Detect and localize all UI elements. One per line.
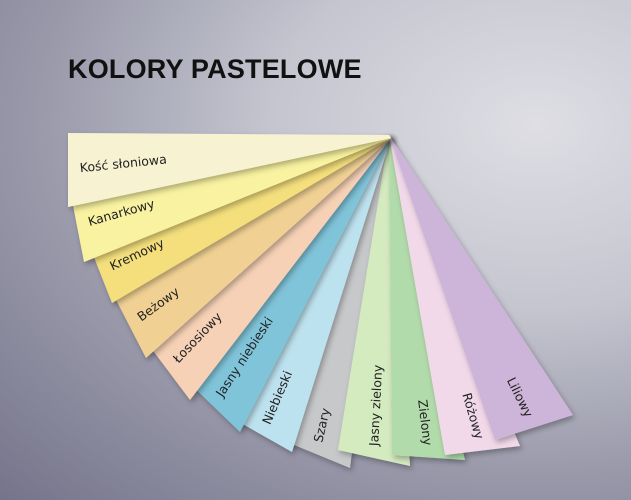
swatch-label: Zielony	[415, 399, 435, 447]
swatch-strip	[389, 135, 573, 440]
swatch-strip	[70, 135, 391, 262]
swatch-beżowy: Beżowy	[113, 135, 391, 358]
swatch-kremowy: Kremowy	[88, 135, 391, 303]
swatch-liliowy: Liliowy	[389, 135, 573, 440]
swatch-kanarkowy: Kanarkowy	[70, 135, 391, 262]
swatch-strip	[186, 135, 391, 432]
swatch-label: Jasny zielony	[366, 364, 385, 448]
swatch-strip	[145, 135, 391, 400]
swatch-strip	[113, 135, 391, 358]
swatch-strip	[68, 133, 391, 207]
page-title: KOLORY PASTELOWE	[68, 54, 362, 84]
swatch-kość-słoniowa: Kość słoniowa	[68, 133, 391, 207]
swatch-strip	[88, 135, 391, 303]
